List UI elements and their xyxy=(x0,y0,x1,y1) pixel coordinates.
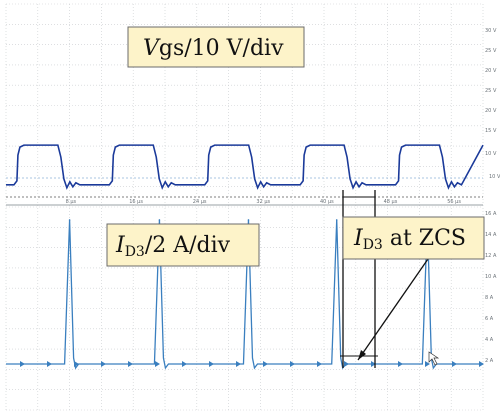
right-scale-top-label: 20 V xyxy=(485,68,497,74)
zcs-label-box xyxy=(342,216,485,260)
id3-trace xyxy=(6,219,483,370)
id3-trace-marker xyxy=(317,361,322,367)
traces xyxy=(6,144,484,370)
id3-trace-marker xyxy=(128,361,133,367)
zcs-label-text: ID3 at ZCS xyxy=(353,226,466,253)
id3-trace-marker xyxy=(452,361,457,367)
vgs-reference-label: 10 V xyxy=(489,174,500,180)
id3-label: ID3/2 A/div xyxy=(106,223,260,267)
vgs-label-box xyxy=(127,26,305,68)
id3-trace-marker xyxy=(236,361,241,367)
right-scale-bottom-label: 16 A xyxy=(485,211,497,217)
channel-divider xyxy=(6,177,483,206)
x-tick-label: 24 µs xyxy=(193,199,207,205)
right-scale-bottom-label: 8 A xyxy=(485,295,494,301)
vgs-trace xyxy=(6,144,484,190)
zcs-arrow xyxy=(357,245,438,361)
id3-trace-marker xyxy=(398,361,403,367)
time-axis-ticks: 8 µs 16 µs 24 µs 32 µs 40 µs 48 µs 56 µs xyxy=(66,199,462,205)
id3-trace-marker xyxy=(479,361,484,367)
right-scale-top-label: 25 V xyxy=(485,48,497,54)
right-scale-top-label: 25 V xyxy=(485,88,497,94)
x-tick-label: 48 µs xyxy=(384,199,398,205)
right-scale-top-label: 30 V xyxy=(485,28,497,34)
id3-spike-peak xyxy=(68,219,71,221)
x-tick-label: 40 µs xyxy=(320,199,334,205)
vgs-label: Vgs/10 V/div xyxy=(127,26,305,68)
x-tick-label: 16 µs xyxy=(129,199,143,205)
id3-trace-marker xyxy=(290,361,295,367)
id3-trace-marker xyxy=(74,361,79,367)
id3-label-box xyxy=(106,223,260,267)
id3-label-text: ID3/2 A/div xyxy=(115,233,231,260)
id3-trace-marker xyxy=(47,361,52,367)
x-tick-label: 56 µs xyxy=(447,199,461,205)
x-tick-label: 32 µs xyxy=(256,199,270,205)
x-tick-label: 8 µs xyxy=(66,199,77,205)
id3-trace-marker xyxy=(425,361,430,367)
vgs-label-text: Vgs/10 V/div xyxy=(143,36,284,61)
id3-trace-marker xyxy=(371,361,376,367)
right-scale-bottom-label: 4 A xyxy=(485,337,494,343)
id3-trace-marker xyxy=(209,361,214,367)
right-scale-bottom-label: 14 A xyxy=(485,232,497,238)
right-scale-bottom-label: 10 A xyxy=(485,274,497,280)
id3-trace-marker xyxy=(101,361,106,367)
right-scale-top-label: 10 V xyxy=(485,151,497,157)
zcs-label: ID3 at ZCS xyxy=(342,216,485,260)
right-scale-bottom-label: 2 A xyxy=(485,358,494,364)
id3-spike-peak xyxy=(158,219,161,221)
id3-trace-marker xyxy=(182,361,187,367)
right-scale: 30 V 25 V 20 V 25 V 20 V 15 V 10 V 16 A 14 A 12 A… xyxy=(485,28,500,364)
id3-spike-peak xyxy=(247,219,250,221)
mouse-pointer-icon xyxy=(428,351,440,366)
right-scale-top-label: 15 V xyxy=(485,128,497,134)
id3-trace-marker xyxy=(344,361,349,367)
right-scale-bottom-label: 12 A xyxy=(485,253,497,259)
zcs-arrow-head xyxy=(358,350,366,360)
id3-trace-marker xyxy=(263,361,268,367)
right-scale-bottom-label: 6 A xyxy=(485,316,494,322)
id3-trace-marker xyxy=(20,361,25,367)
id3-trace-marker xyxy=(155,361,160,367)
right-scale-top-label: 20 V xyxy=(485,108,497,114)
id3-spike-peak xyxy=(335,219,338,221)
